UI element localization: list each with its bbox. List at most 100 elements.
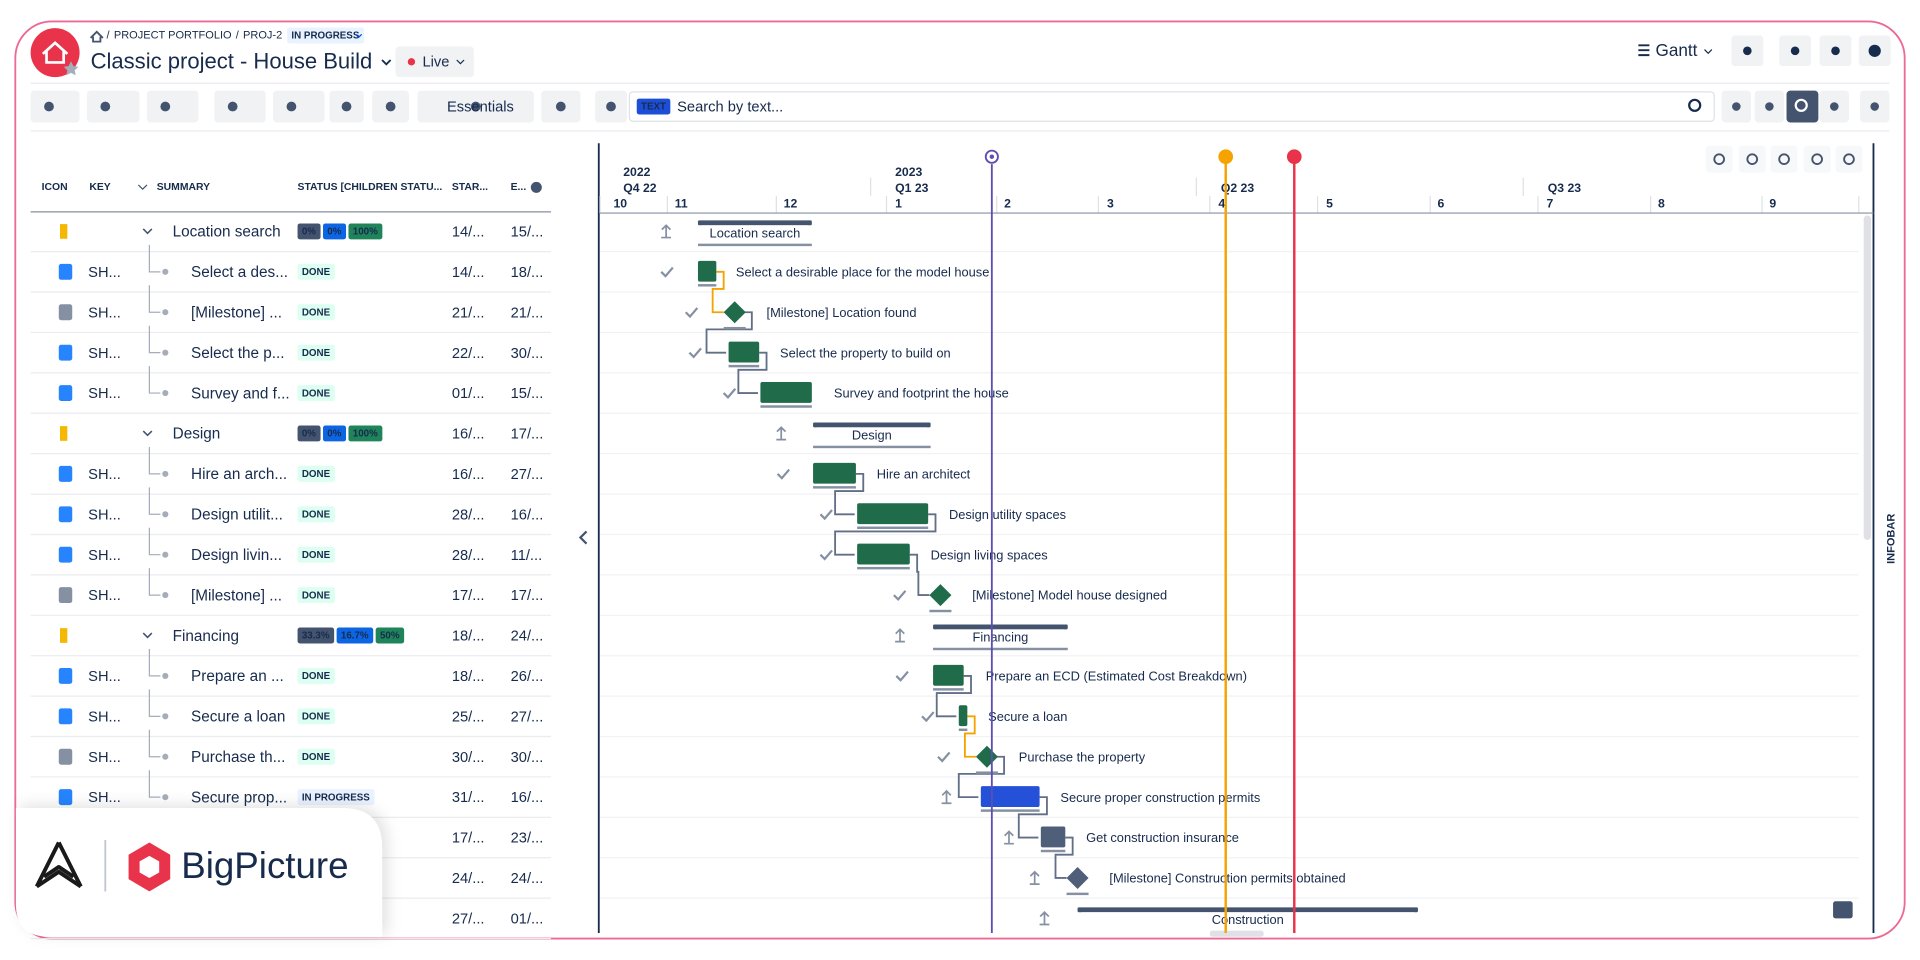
status-badge: DONE bbox=[297, 708, 335, 725]
issue-key[interactable]: SH... bbox=[88, 588, 121, 604]
issue-summary[interactable]: Design utilit... bbox=[191, 507, 283, 524]
home-icon[interactable] bbox=[89, 30, 104, 43]
issue-key[interactable]: SH... bbox=[88, 305, 121, 321]
collapse-all[interactable] bbox=[137, 184, 148, 191]
view-selector[interactable]: Gantt bbox=[1656, 40, 1698, 60]
issue-key[interactable]: SH... bbox=[88, 750, 121, 766]
issue-key[interactable]: SH... bbox=[88, 790, 121, 806]
live-label[interactable]: Live bbox=[422, 54, 449, 70]
dependency-line bbox=[909, 553, 930, 597]
issue-summary[interactable]: Hire an arch... bbox=[191, 466, 287, 483]
map-button[interactable] bbox=[1833, 901, 1853, 919]
column-header[interactable]: STATUS [CHILDREN STATU... bbox=[298, 182, 443, 193]
live-button[interactable] bbox=[395, 46, 474, 78]
column-settings[interactable] bbox=[530, 181, 542, 193]
summary-bar-label[interactable]: Location search bbox=[710, 225, 801, 240]
project-title[interactable]: Classic project - House Build bbox=[91, 48, 373, 73]
marker-head[interactable] bbox=[1286, 149, 1302, 165]
issue-key[interactable]: SH... bbox=[88, 669, 121, 685]
milestone[interactable] bbox=[929, 584, 952, 607]
search-active-button[interactable] bbox=[1786, 90, 1819, 123]
issue-key[interactable]: SH... bbox=[88, 346, 121, 362]
preset-label[interactable]: Essentials bbox=[447, 100, 514, 116]
issue-key[interactable]: SH... bbox=[88, 265, 121, 281]
gantt-control[interactable] bbox=[1770, 145, 1798, 173]
group-summary[interactable]: Design bbox=[173, 426, 221, 443]
task-bar[interactable] bbox=[857, 543, 910, 565]
gantt-control[interactable] bbox=[1738, 145, 1766, 173]
summary-bar[interactable] bbox=[936, 629, 1065, 647]
group-summary[interactable]: Financing bbox=[173, 628, 239, 645]
toolbar-button[interactable] bbox=[30, 90, 80, 123]
issue-key[interactable]: SH... bbox=[88, 507, 121, 523]
task-bar[interactable] bbox=[933, 664, 964, 686]
row-chevron[interactable] bbox=[142, 632, 153, 639]
toolbar-button[interactable] bbox=[214, 90, 266, 123]
task-bar[interactable] bbox=[857, 503, 929, 525]
issue-summary[interactable]: Purchase th... bbox=[191, 749, 285, 766]
issue-summary[interactable]: Select the p... bbox=[191, 345, 285, 362]
month-label: 3 bbox=[1107, 197, 1114, 211]
toolbar-button[interactable] bbox=[273, 90, 325, 123]
task-bar[interactable] bbox=[697, 260, 717, 282]
issue-summary[interactable]: Prepare an ... bbox=[191, 668, 284, 685]
task-bar[interactable] bbox=[728, 341, 760, 363]
view-icon bbox=[1638, 44, 1650, 57]
collapse-panel[interactable] bbox=[578, 530, 588, 545]
gantt-control[interactable] bbox=[1803, 145, 1831, 173]
column-header[interactable]: KEY bbox=[89, 182, 110, 193]
issue-summary[interactable]: [Milestone] ... bbox=[191, 305, 282, 322]
toolbar-button[interactable] bbox=[146, 90, 199, 123]
task-bar[interactable] bbox=[980, 786, 1040, 807]
issue-key[interactable]: SH... bbox=[88, 709, 121, 725]
infobar-tab[interactable]: INFOBAR bbox=[1886, 514, 1898, 564]
issue-summary[interactable]: Secure a loan bbox=[191, 709, 285, 726]
issue-summary[interactable]: Secure prop... bbox=[191, 789, 287, 806]
search-placeholder[interactable]: Search by text... bbox=[677, 100, 783, 116]
summary-bar-label[interactable]: Construction bbox=[1212, 912, 1284, 927]
start-date: 17/... bbox=[452, 831, 485, 847]
issue-summary[interactable]: Survey and f... bbox=[191, 385, 290, 402]
summary-bar[interactable] bbox=[1081, 912, 1415, 930]
issue-summary[interactable]: [Milestone] ... bbox=[191, 587, 282, 604]
group-summary[interactable]: Location search bbox=[173, 224, 281, 241]
column-header[interactable]: E... bbox=[511, 182, 527, 193]
badge-text: DONE bbox=[302, 550, 331, 561]
status-badge: DONE bbox=[297, 344, 335, 361]
row-chevron[interactable] bbox=[142, 228, 153, 235]
column-header[interactable]: SUMMARY bbox=[157, 182, 210, 193]
summary-bar-label[interactable]: Design bbox=[852, 427, 892, 442]
issue-summary[interactable]: Select a des... bbox=[191, 264, 288, 281]
column-header[interactable]: STAR... bbox=[452, 182, 488, 193]
column-header[interactable]: ICON bbox=[42, 182, 68, 193]
summary-bar-top bbox=[933, 624, 1068, 630]
quarter-label: Q2 23 bbox=[1221, 181, 1255, 195]
marker-head[interactable] bbox=[1218, 149, 1234, 165]
summary-bar-baseline bbox=[697, 243, 812, 247]
summary-bar[interactable] bbox=[701, 225, 809, 243]
toolbar-button[interactable] bbox=[86, 90, 140, 123]
gantt-control[interactable] bbox=[1705, 145, 1733, 173]
issue-summary[interactable]: Design livin... bbox=[191, 547, 282, 564]
gantt-scrollbar[interactable] bbox=[1863, 215, 1872, 541]
issue-key[interactable]: SH... bbox=[88, 386, 121, 402]
summary-bar-label[interactable]: Financing bbox=[973, 629, 1029, 644]
issue-key[interactable]: SH... bbox=[88, 548, 121, 564]
task-bar[interactable] bbox=[760, 382, 812, 403]
issue-key[interactable]: SH... bbox=[88, 467, 121, 483]
row-chevron[interactable] bbox=[142, 430, 153, 437]
task-bar[interactable] bbox=[1040, 826, 1066, 848]
favorite-star[interactable] bbox=[63, 61, 79, 76]
task-bar[interactable] bbox=[958, 705, 968, 727]
dependency-line bbox=[834, 472, 865, 516]
app-logo[interactable] bbox=[30, 28, 80, 78]
gantt-control[interactable] bbox=[1835, 145, 1863, 173]
task-bar[interactable] bbox=[813, 462, 856, 484]
breadcrumb-item[interactable]: PROJECT PORTFOLIO bbox=[114, 29, 232, 41]
summary-bar[interactable] bbox=[816, 427, 927, 445]
breadcrumb-sep: / bbox=[107, 29, 111, 41]
done-check bbox=[660, 266, 674, 278]
breadcrumb-item[interactable]: PROJ-2 bbox=[243, 29, 282, 41]
search-box[interactable] bbox=[628, 91, 1715, 122]
gantt-hscroll[interactable] bbox=[1209, 930, 1264, 937]
